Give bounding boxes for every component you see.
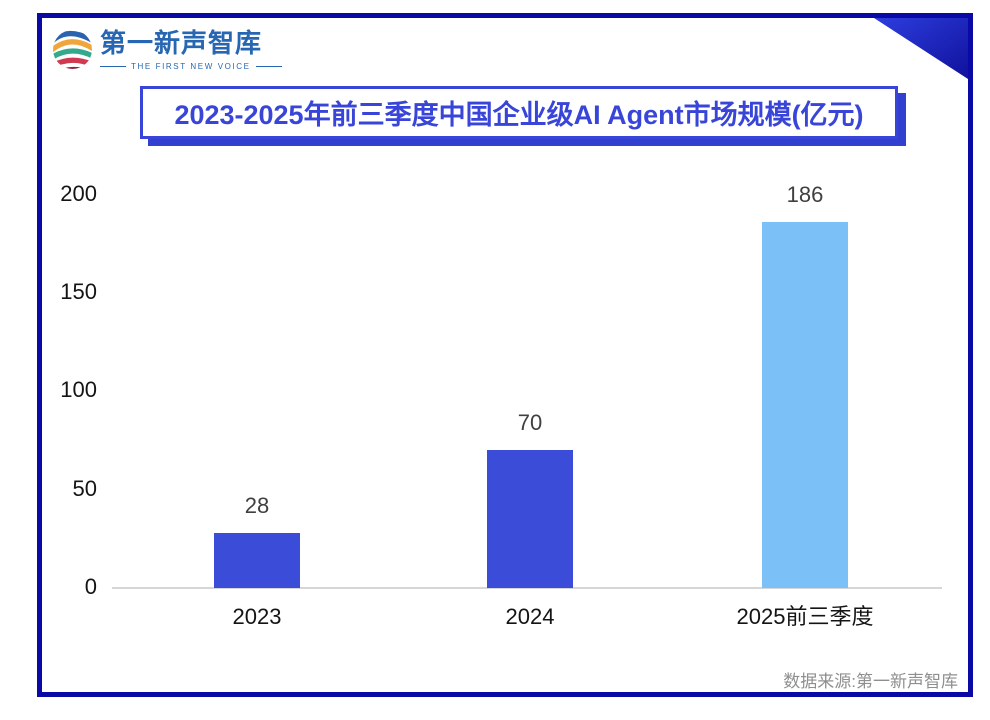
- brand-name: 第一新声智库: [100, 28, 263, 58]
- y-axis-tick-label: 150: [60, 278, 97, 304]
- x-axis-label: 2023: [232, 604, 282, 629]
- bar-value-label: 70: [517, 410, 543, 435]
- tagline-rule-right: [255, 65, 282, 67]
- x-axis-line: [112, 587, 942, 589]
- data-source-note: 数据来源:第一新声智库: [783, 672, 958, 691]
- outer-frame: [37, 13, 973, 697]
- bar-value-label: 186: [786, 182, 824, 207]
- x-axis-label: 2025前三季度: [736, 604, 874, 629]
- y-axis-tick-label: 0: [84, 574, 97, 599]
- y-axis-tick-label: 50: [72, 475, 97, 501]
- bar-value-label: 28: [244, 493, 270, 518]
- x-axis-label: 2024: [505, 604, 555, 629]
- brand-text: 第一新声智库 THE FIRST NEW VOICE: [100, 28, 282, 71]
- y-axis-tick-label: 100: [60, 377, 97, 403]
- brand-tagline-row: THE FIRST NEW VOICE: [100, 62, 282, 71]
- chart-title: 2023-2025年前三季度中国企业级AI Agent市场规模(亿元): [174, 100, 864, 130]
- bar-1: [214, 533, 300, 588]
- tagline-rule-left: [100, 65, 126, 67]
- bar-2: [487, 450, 573, 588]
- bar-3: [762, 222, 848, 588]
- brand-logo: 第一新声智库 THE FIRST NEW VOICE: [52, 28, 282, 71]
- globe-logo-icon: [53, 31, 92, 69]
- corner-triangle-decoration: [874, 18, 968, 79]
- brand-tagline: THE FIRST NEW VOICE: [131, 61, 251, 71]
- chart-title-box: 2023-2025年前三季度中国企业级AI Agent市场规模(亿元): [140, 86, 898, 139]
- y-axis-tick-label: 200: [60, 180, 97, 206]
